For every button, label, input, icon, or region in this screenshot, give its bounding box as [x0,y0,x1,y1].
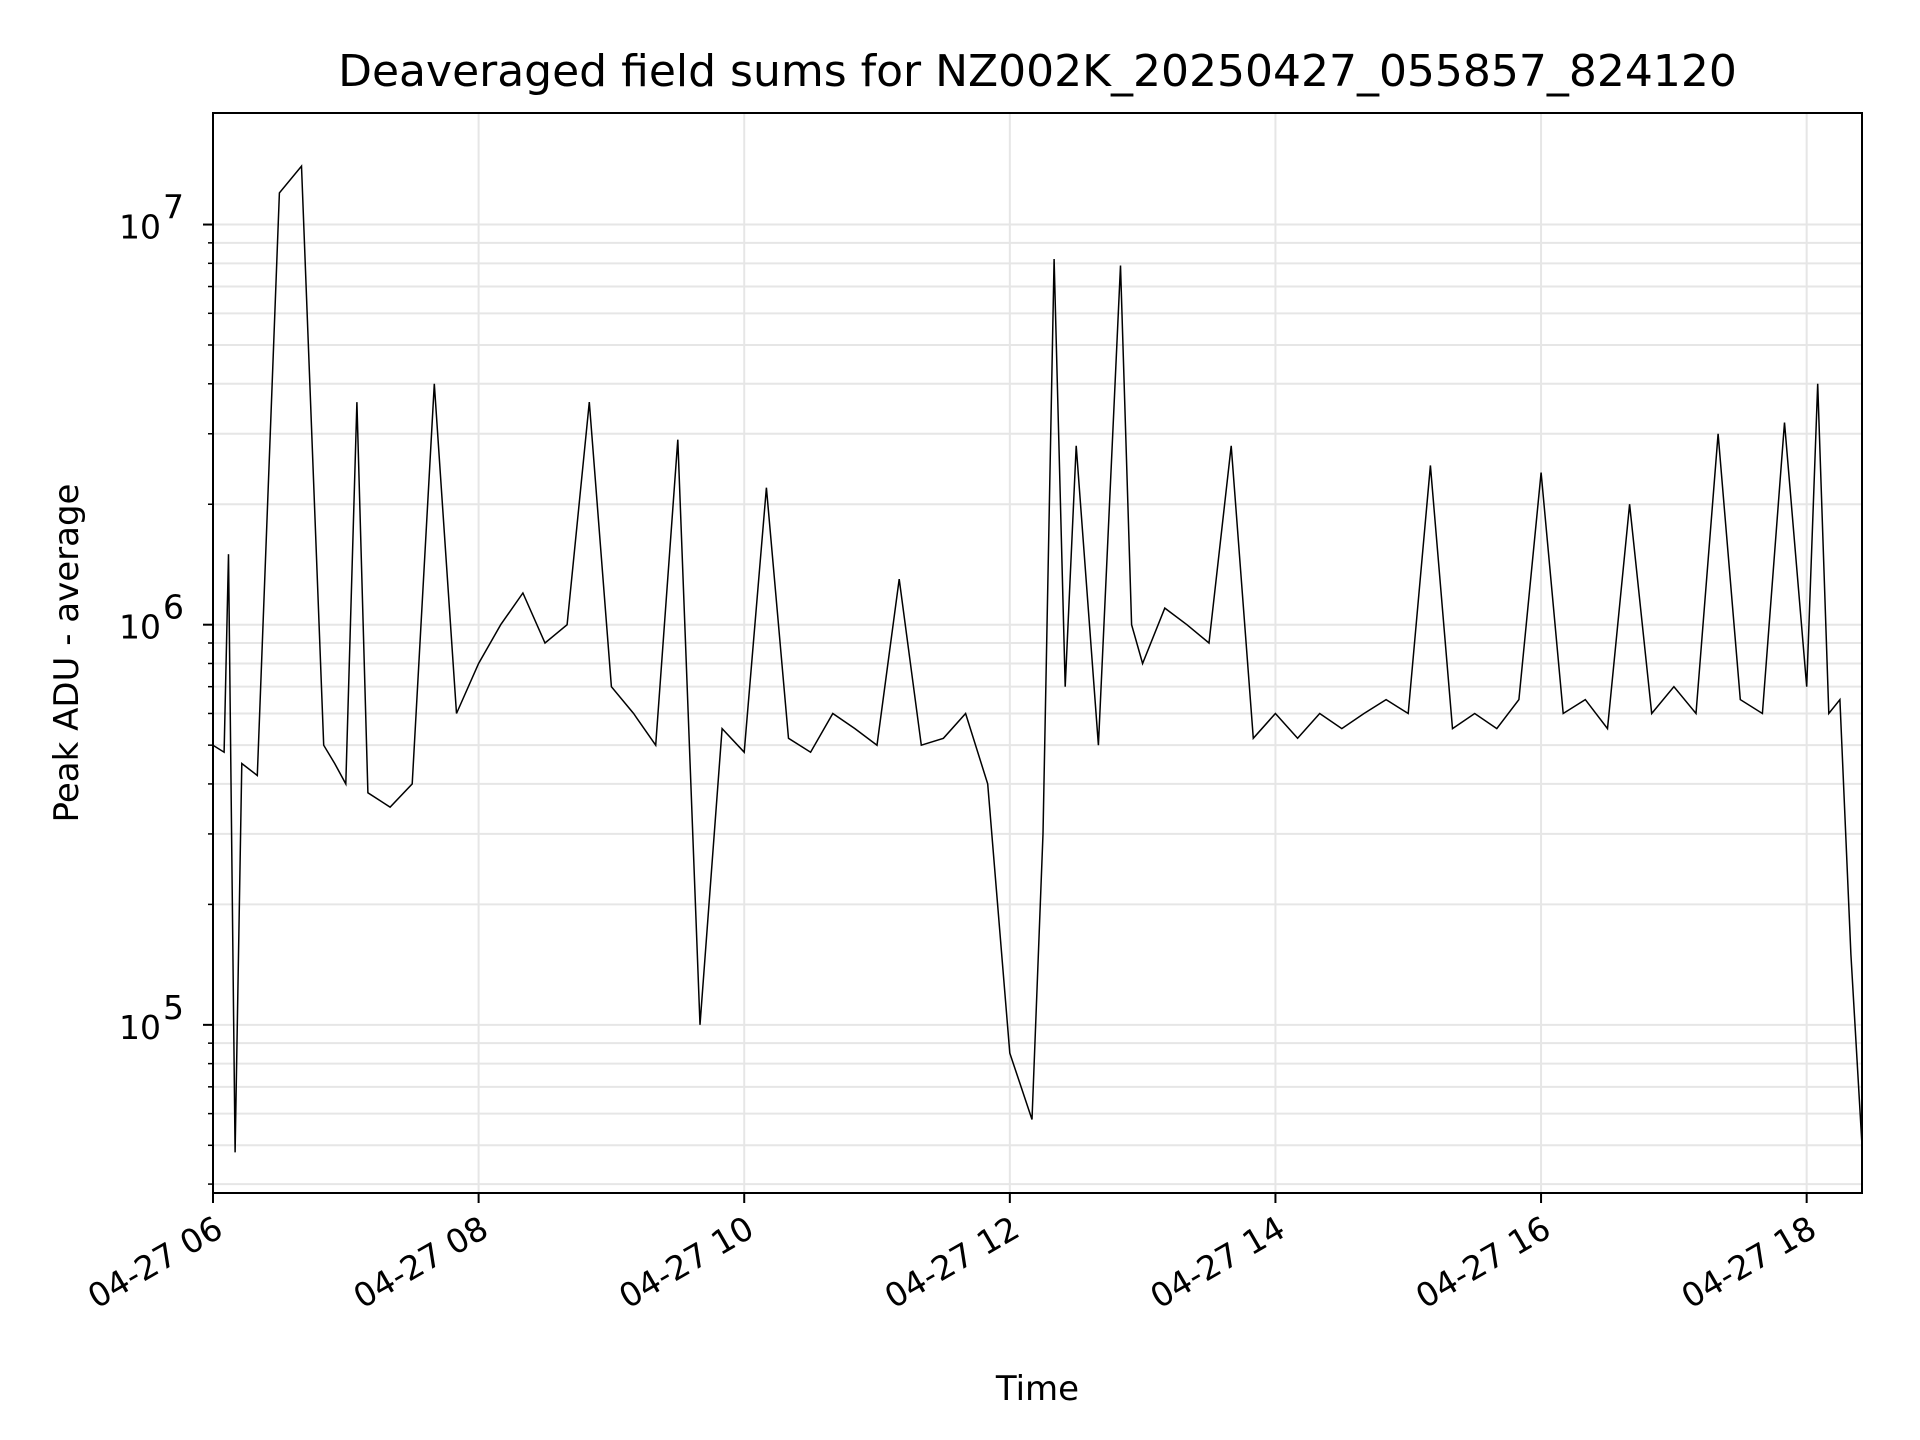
grid [212,113,1862,1193]
y-axis-label: Peak ADU - average [47,484,87,823]
plot-frame [212,112,1863,1194]
x-axis-label: Time [995,1369,1079,1409]
chart-title: Deaveraged field sums for NZ002K_2025042… [338,46,1737,97]
y-tick-label: 10 [119,608,161,647]
y-tick-label: 10 [119,208,161,247]
series-line [212,164,1863,1153]
series-polyline [212,164,1863,1153]
y-tick-label-exponent: 5 [163,988,184,1027]
y-tick-label-exponent: 7 [163,188,184,227]
y-tick-label-exponent: 6 [163,588,184,627]
y-tick-label: 10 [119,1008,161,1047]
